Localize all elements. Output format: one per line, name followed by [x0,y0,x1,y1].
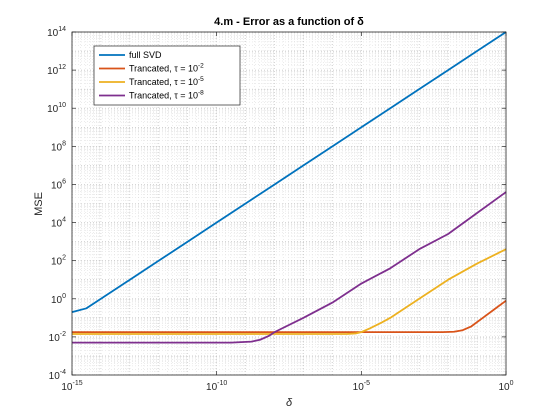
plot-box [71,31,507,376]
legend-entry-3: Trancated, τ = 10-5 [129,76,204,87]
series-line-2 [72,299,507,334]
legend-entry-text: Trancated, τ = 10 [129,64,198,74]
y-tick-label-exp: 10 [58,102,66,109]
y-tick-label-base: 10 [51,219,63,230]
y-tick-label: 1014 [47,26,66,39]
tick-marks [71,31,507,376]
chart-title: 4.m - Error as a function of δ [214,16,364,28]
y-tick-label-exp: 0 [62,293,66,300]
y-tick-label-exp: 12 [58,64,66,71]
x-axis-label: δ [286,397,293,409]
series-layer [71,31,507,344]
series-line-4 [72,191,507,344]
y-tick-label-base: 10 [49,371,61,382]
series-line-3 [72,248,507,335]
y-tick-label: 1012 [47,64,66,77]
x-tick-labels: 10-15 10-10 10-5 100 [61,380,513,393]
legend-entry-4: Trancated, τ = 10-8 [129,90,204,101]
y-tick-label-base: 10 [51,142,63,153]
x-tick-label-exp: -15 [73,380,83,387]
y-tick-label-exp: -2 [60,331,66,338]
y-tick-label-base: 10 [47,28,59,39]
x-tick-label-exp: -5 [364,380,370,387]
series-line-1 [71,31,507,313]
x-tick-label: 10-10 [206,380,227,393]
legend-entry-1: full SVD [129,50,162,60]
y-tick-label-base: 10 [47,104,59,115]
y-tick-label: 106 [51,178,66,191]
legend-entry-exp: -5 [198,76,204,83]
y-tick-label-base: 10 [51,295,63,306]
x-tick-label: 100 [498,380,513,393]
y-tick-label: 10-2 [49,331,66,344]
y-tick-label-base: 10 [47,66,59,77]
y-tick-label-exp: 6 [62,178,66,185]
y-tick-label-exp: 8 [62,140,66,147]
x-tick-label-exp: -10 [217,380,227,387]
x-tick-label-base: 10 [206,382,218,393]
y-tick-label: 104 [51,217,66,230]
x-tick-label-exp: 0 [510,380,514,387]
y-tick-label-exp: 14 [58,26,66,33]
legend-entry-2: Trancated, τ = 10-2 [129,63,204,74]
legend-entry-text: Trancated, τ = 10 [129,77,198,87]
y-tick-label: 108 [51,140,66,153]
y-tick-label: 10-4 [49,369,66,382]
y-axis-label: MSE [33,192,45,216]
y-tick-label: 100 [51,293,66,306]
y-tick-label-base: 10 [51,180,63,191]
x-tick-label-base: 10 [61,382,73,393]
legend-entry-exp: -8 [198,90,204,97]
y-tick-label-base: 10 [51,257,63,268]
legend-entry-text: Trancated, τ = 10 [129,91,198,101]
y-tick-label-exp: 2 [62,255,66,262]
x-tick-label: 10-5 [353,380,370,393]
legend-entry-text: full SVD [129,50,162,60]
x-tick-label: 10-15 [61,380,82,393]
y-tick-label: 1010 [47,102,66,115]
x-tick-label-base: 10 [498,382,510,393]
y-tick-label: 102 [51,255,66,268]
legend-entry-exp: -2 [198,63,204,70]
y-tick-label-base: 10 [49,333,61,344]
x-tick-label-base: 10 [353,382,365,393]
y-tick-label-exp: 4 [62,217,66,224]
y-tick-label-exp: -4 [60,369,66,376]
